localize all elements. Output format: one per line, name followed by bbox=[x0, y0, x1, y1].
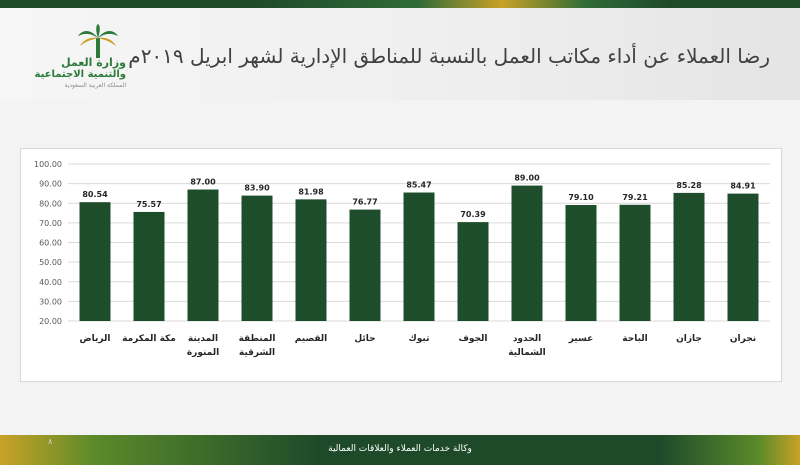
bar bbox=[403, 192, 435, 321]
x-tick-label: الباحة bbox=[622, 334, 647, 344]
x-tick-label: الحدود bbox=[513, 334, 541, 344]
palm-icon bbox=[78, 24, 118, 58]
x-tick-label: نجران bbox=[730, 334, 756, 344]
footer-left-stripe bbox=[0, 435, 320, 465]
x-tick-label: القصيم bbox=[295, 334, 328, 344]
x-tick-label: الرياض bbox=[80, 334, 111, 344]
x-tick-label: المنطقة bbox=[239, 334, 276, 344]
bar bbox=[727, 193, 759, 321]
y-tick-label: 100.00 bbox=[34, 160, 62, 169]
x-tick-label: الجوف bbox=[458, 334, 487, 344]
header-band bbox=[0, 8, 800, 100]
x-tick-label: المنورة bbox=[187, 348, 219, 358]
ministry-logo: وزارة العمل والتنمية الاجتماعية المملكة … bbox=[14, 22, 126, 92]
bar bbox=[565, 205, 597, 321]
y-tick-label: 90.00 bbox=[39, 180, 62, 189]
y-tick-label: 70.00 bbox=[39, 219, 62, 228]
y-tick-label: 20.00 bbox=[39, 317, 62, 326]
x-tick-label: جازان bbox=[676, 334, 702, 344]
data-label: 87.00 bbox=[190, 178, 216, 187]
data-label: 89.00 bbox=[514, 174, 540, 183]
data-label: 85.28 bbox=[676, 181, 702, 190]
data-label: 85.47 bbox=[406, 181, 431, 190]
top-bar bbox=[0, 0, 800, 8]
x-tick-label: عسير bbox=[568, 334, 594, 344]
footer-right-stripe bbox=[660, 435, 800, 465]
ministry-country: المملكة العربية السعودية bbox=[64, 82, 126, 89]
data-label: 79.10 bbox=[568, 193, 594, 202]
bar bbox=[79, 202, 111, 321]
bar bbox=[673, 192, 705, 321]
data-label: 84.91 bbox=[730, 182, 756, 191]
footer-text: وكالة خدمات العملاء والعلاقات العمالية bbox=[328, 444, 472, 454]
bar bbox=[133, 211, 165, 321]
bar bbox=[349, 209, 381, 321]
y-tick-label: 50.00 bbox=[39, 258, 62, 267]
y-tick-label: 30.00 bbox=[39, 297, 62, 306]
data-label: 75.57 bbox=[136, 200, 161, 209]
x-tick-label: الشمالية bbox=[508, 348, 546, 358]
data-label: 79.21 bbox=[622, 193, 648, 202]
y-tick-label: 40.00 bbox=[39, 278, 62, 287]
bar bbox=[241, 195, 273, 321]
footer-bar: ٨ وكالة خدمات العملاء والعلاقات العمالية bbox=[0, 435, 800, 465]
data-label: 83.90 bbox=[244, 184, 270, 193]
data-label: 80.54 bbox=[82, 190, 108, 199]
bar bbox=[187, 189, 219, 321]
x-tick-label: مكة المكرمة bbox=[122, 334, 176, 344]
data-label: 76.77 bbox=[352, 198, 377, 207]
top-accent-stripe bbox=[250, 0, 670, 8]
page-number: ٨ bbox=[48, 437, 53, 446]
bar bbox=[457, 222, 489, 321]
y-tick-label: 80.00 bbox=[39, 199, 62, 208]
slide-title: رضا العملاء عن أداء مكاتب العمل بالنسبة … bbox=[128, 44, 770, 68]
data-label: 81.98 bbox=[298, 187, 324, 196]
bar bbox=[619, 204, 651, 321]
y-tick-label: 60.00 bbox=[39, 239, 62, 248]
x-tick-label: حائل bbox=[354, 334, 375, 344]
bar-chart: 100.00 90.00 80.00 70.00 60.00 50.00 40.00 30.0… bbox=[34, 160, 770, 358]
ministry-name-line2: والتنمية الاجتماعية bbox=[34, 69, 127, 80]
bar bbox=[295, 199, 327, 321]
x-tick-label: الشرقية bbox=[239, 348, 275, 358]
ministry-name-line1: وزارة العمل bbox=[61, 56, 126, 69]
data-label: 70.39 bbox=[460, 210, 486, 219]
x-tick-label: تبوك bbox=[409, 334, 430, 344]
bar bbox=[511, 185, 543, 321]
x-tick-label: المدينة bbox=[188, 334, 218, 344]
